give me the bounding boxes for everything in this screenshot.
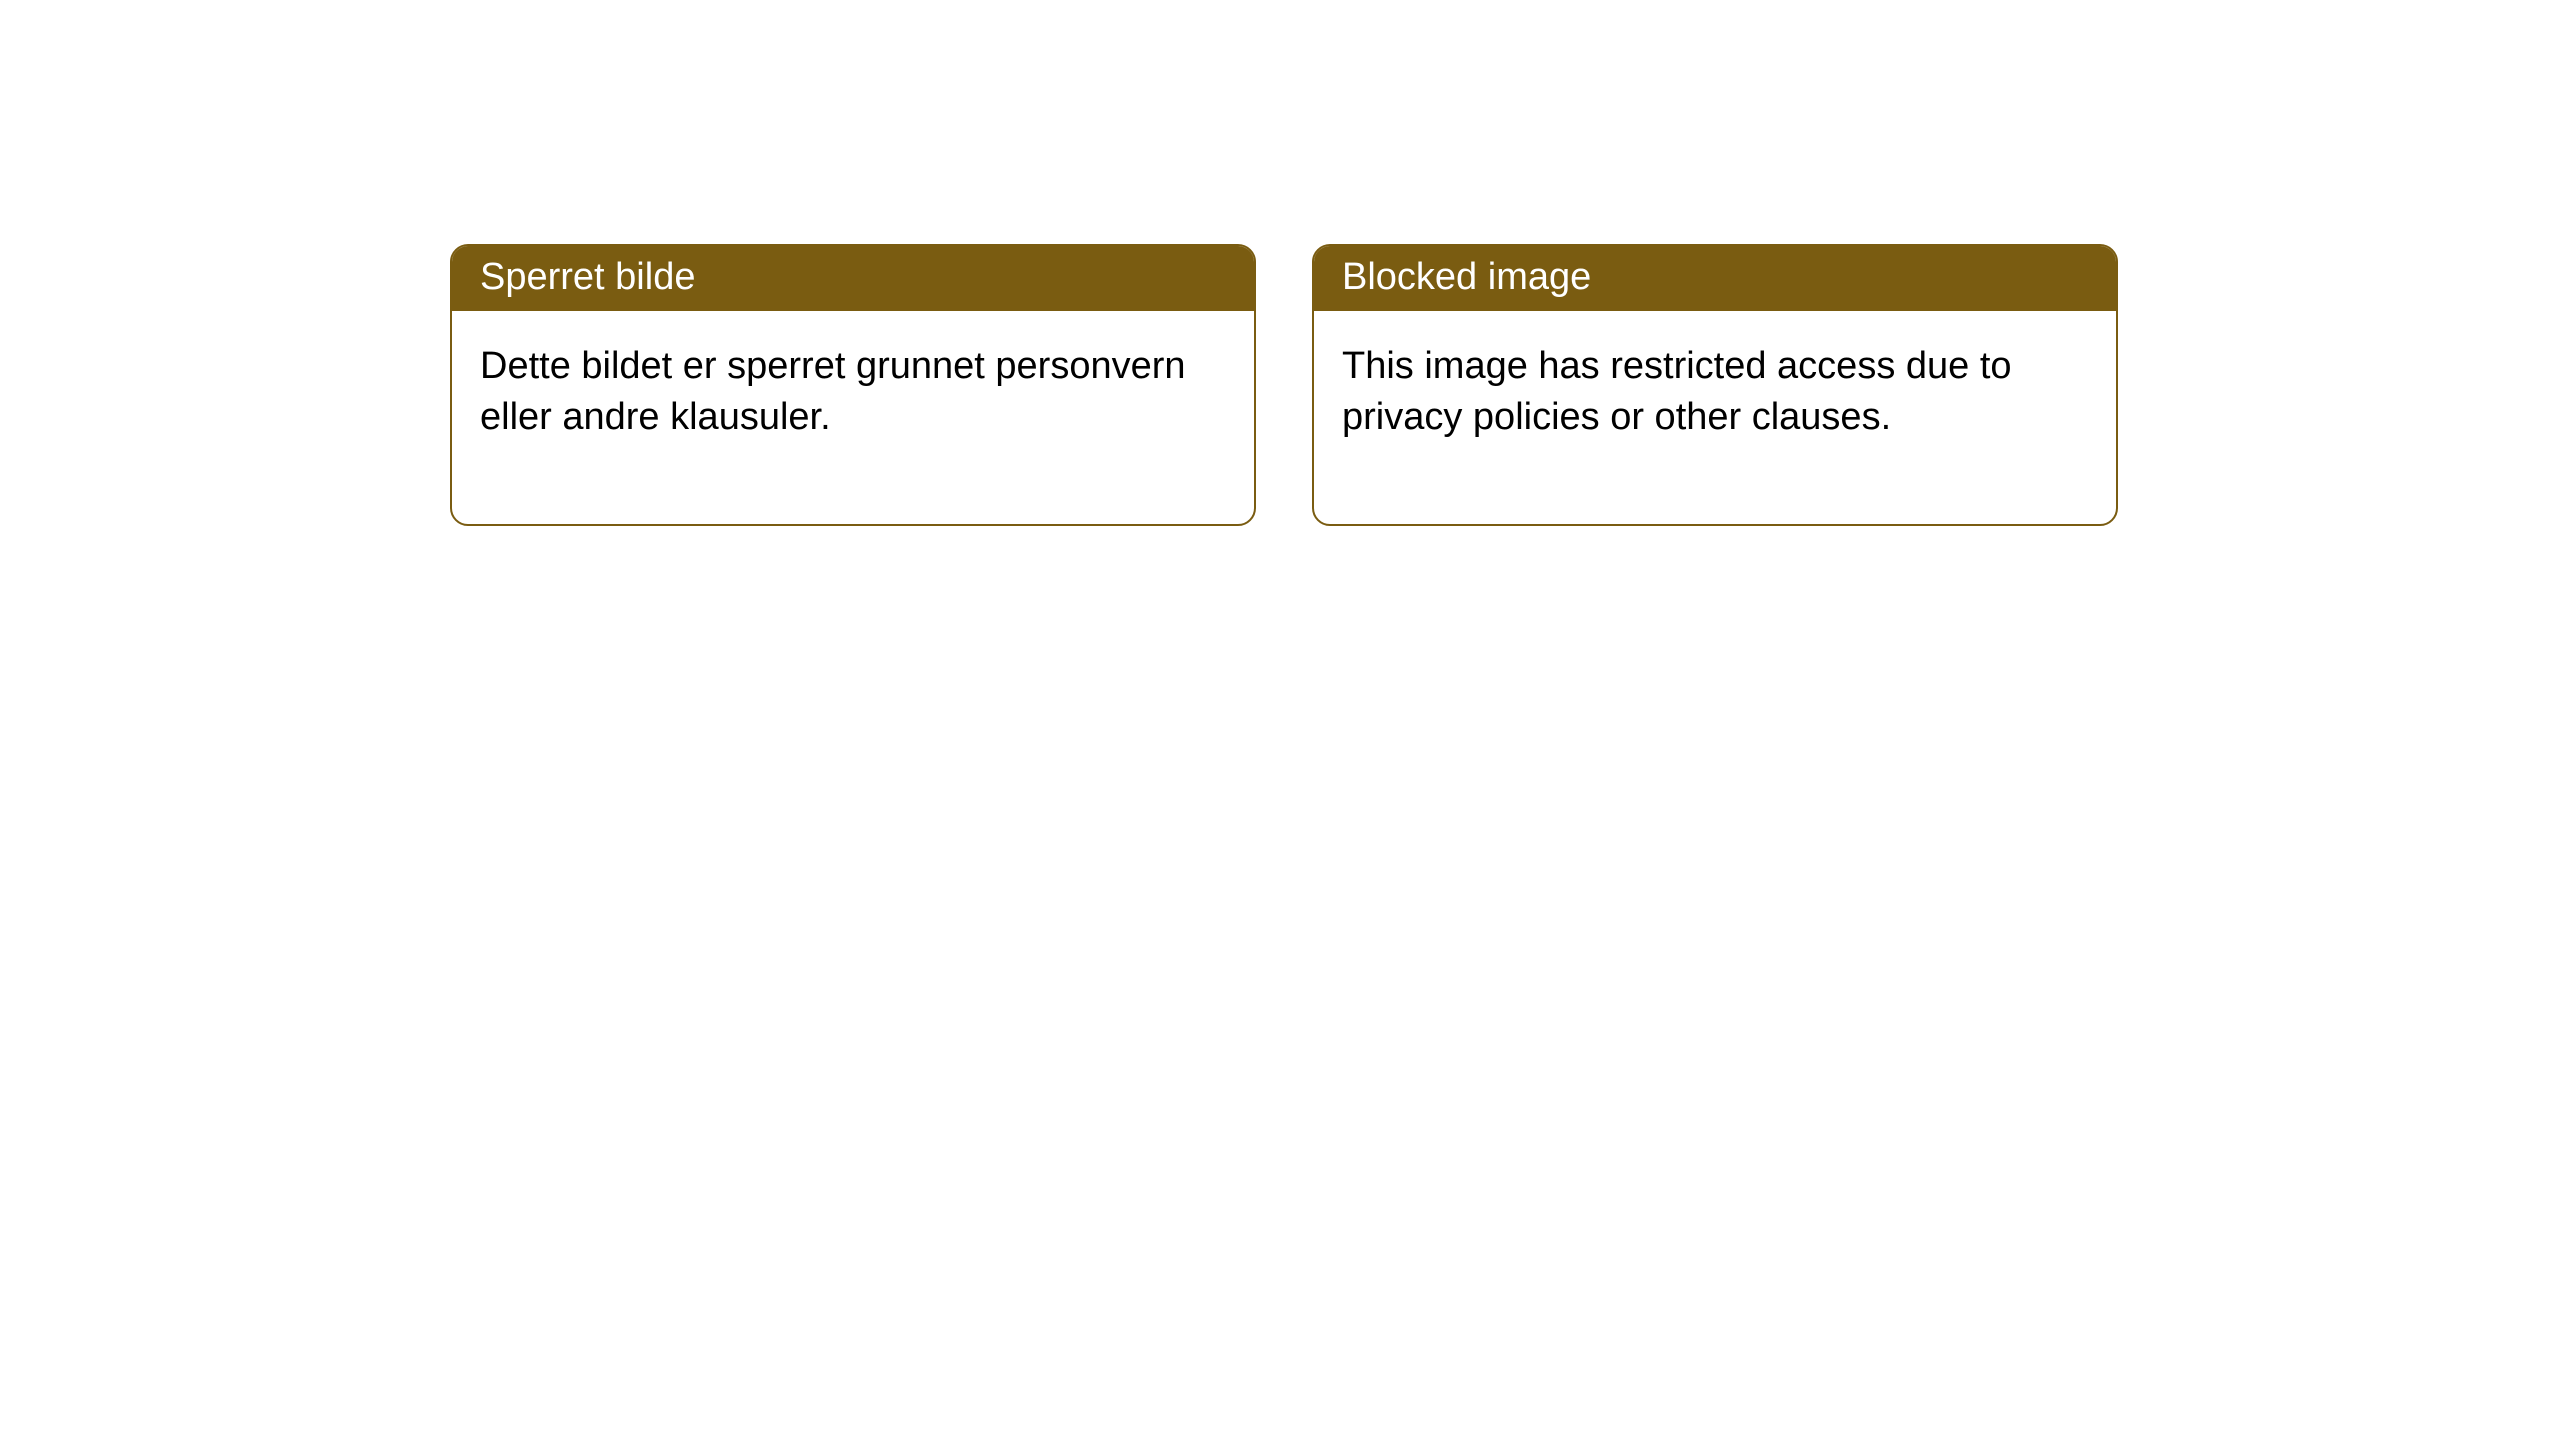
notice-body-text: Dette bildet er sperret grunnet personve…	[480, 345, 1186, 438]
notice-title: Sperret bilde	[480, 256, 695, 298]
notice-container: Sperret bilde Dette bildet er sperret gr…	[0, 0, 2560, 526]
notice-card-english: Blocked image This image has restricted …	[1312, 244, 2118, 526]
notice-body-text: This image has restricted access due to …	[1342, 345, 2012, 438]
notice-card-norwegian: Sperret bilde Dette bildet er sperret gr…	[450, 244, 1256, 526]
notice-header: Sperret bilde	[452, 246, 1254, 311]
notice-title: Blocked image	[1342, 256, 1591, 298]
notice-header: Blocked image	[1314, 246, 2116, 311]
notice-body: This image has restricted access due to …	[1314, 311, 2116, 524]
notice-body: Dette bildet er sperret grunnet personve…	[452, 311, 1254, 524]
